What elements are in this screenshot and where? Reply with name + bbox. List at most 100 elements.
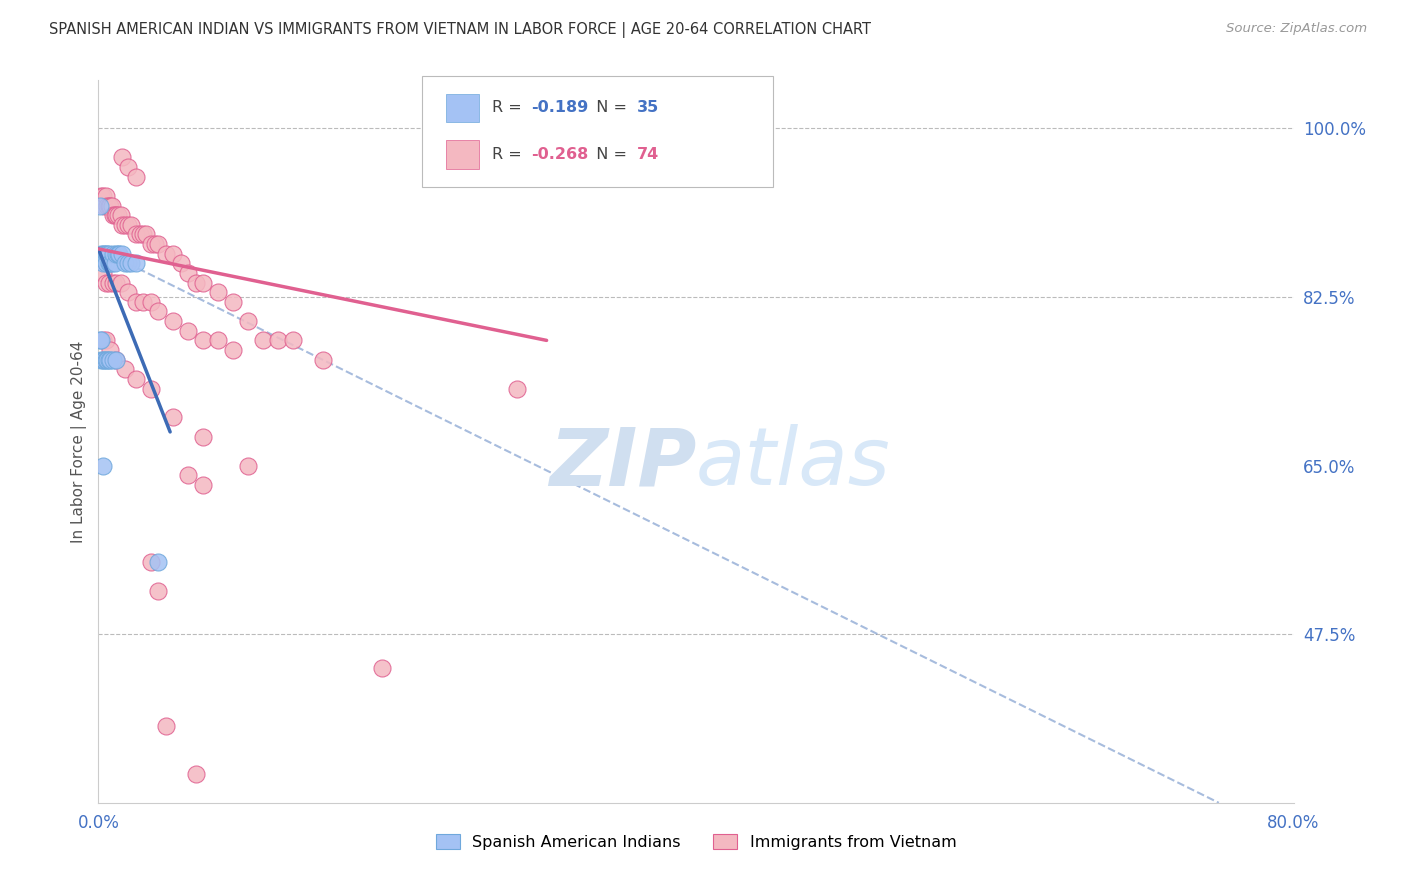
- Point: [139, 237, 162, 252]
- Point: [94, 189, 117, 203]
- Text: N =: N =: [586, 147, 633, 161]
- Point: [125, 294, 148, 309]
- Point: [148, 237, 170, 252]
- Point: [162, 314, 184, 328]
- Point: [91, 334, 114, 348]
- Point: [107, 246, 129, 260]
- Point: [120, 218, 142, 232]
- Point: [155, 246, 177, 260]
- Point: [139, 555, 162, 569]
- Point: [222, 343, 245, 357]
- Point: [101, 198, 124, 212]
- Point: [90, 334, 112, 348]
- Point: [252, 334, 274, 348]
- Point: [94, 352, 117, 367]
- Point: [114, 218, 136, 232]
- Point: [105, 352, 128, 367]
- Point: [139, 382, 162, 396]
- Point: [207, 285, 229, 300]
- Point: [89, 334, 111, 348]
- Point: [97, 246, 120, 260]
- Point: [96, 352, 118, 367]
- Point: [184, 276, 207, 290]
- Point: [90, 246, 112, 260]
- Point: [98, 256, 122, 270]
- Point: [117, 285, 139, 300]
- Point: [117, 160, 139, 174]
- Point: [267, 334, 290, 348]
- Point: [117, 218, 139, 232]
- Point: [94, 246, 117, 260]
- Point: [101, 256, 124, 270]
- Point: [506, 382, 529, 396]
- Point: [311, 352, 333, 367]
- Point: [107, 208, 129, 222]
- Point: [281, 334, 304, 348]
- Point: [177, 266, 200, 280]
- Point: [184, 767, 207, 781]
- Point: [94, 334, 117, 348]
- Point: [177, 468, 200, 483]
- Point: [155, 719, 177, 733]
- Point: [125, 256, 148, 270]
- Point: [90, 352, 112, 367]
- Point: [104, 256, 127, 270]
- Point: [111, 246, 134, 260]
- Point: [125, 372, 148, 386]
- Point: [104, 208, 127, 222]
- Point: [135, 227, 157, 242]
- Point: [98, 198, 122, 212]
- Point: [105, 352, 128, 367]
- Point: [90, 189, 112, 203]
- Text: R =: R =: [492, 101, 527, 115]
- Point: [111, 218, 134, 232]
- Point: [91, 246, 114, 260]
- Point: [105, 208, 128, 222]
- Point: [117, 256, 139, 270]
- Point: [169, 256, 191, 270]
- Point: [236, 458, 259, 473]
- Point: [89, 198, 111, 212]
- Point: [103, 246, 125, 260]
- Legend: Spanish American Indians, Immigrants from Vietnam: Spanish American Indians, Immigrants fro…: [429, 828, 963, 856]
- Point: [97, 352, 120, 367]
- Point: [103, 208, 125, 222]
- Text: 74: 74: [637, 147, 659, 161]
- Point: [125, 227, 148, 242]
- Point: [114, 256, 136, 270]
- Point: [110, 208, 132, 222]
- Point: [93, 352, 115, 367]
- Point: [103, 276, 125, 290]
- Point: [129, 227, 152, 242]
- Point: [177, 324, 200, 338]
- Text: R =: R =: [492, 147, 527, 161]
- Text: Source: ZipAtlas.com: Source: ZipAtlas.com: [1226, 22, 1367, 36]
- Point: [148, 583, 170, 598]
- Point: [94, 276, 117, 290]
- Point: [91, 266, 114, 280]
- Text: N =: N =: [586, 101, 633, 115]
- Point: [236, 314, 259, 328]
- Point: [105, 246, 128, 260]
- Point: [191, 478, 214, 492]
- Point: [91, 458, 114, 473]
- Point: [125, 169, 148, 184]
- Point: [97, 256, 120, 270]
- Point: [148, 304, 170, 318]
- Point: [143, 237, 166, 252]
- Text: -0.268: -0.268: [531, 147, 589, 161]
- Text: SPANISH AMERICAN INDIAN VS IMMIGRANTS FROM VIETNAM IN LABOR FORCE | AGE 20-64 CO: SPANISH AMERICAN INDIAN VS IMMIGRANTS FR…: [49, 22, 872, 38]
- Point: [97, 276, 120, 290]
- Point: [110, 276, 132, 290]
- Point: [132, 294, 155, 309]
- Point: [98, 352, 122, 367]
- Point: [139, 294, 162, 309]
- Point: [98, 343, 122, 357]
- Point: [191, 276, 214, 290]
- Point: [191, 334, 214, 348]
- Point: [114, 362, 136, 376]
- Point: [108, 246, 131, 260]
- Point: [94, 256, 117, 270]
- Point: [91, 256, 114, 270]
- Point: [222, 294, 245, 309]
